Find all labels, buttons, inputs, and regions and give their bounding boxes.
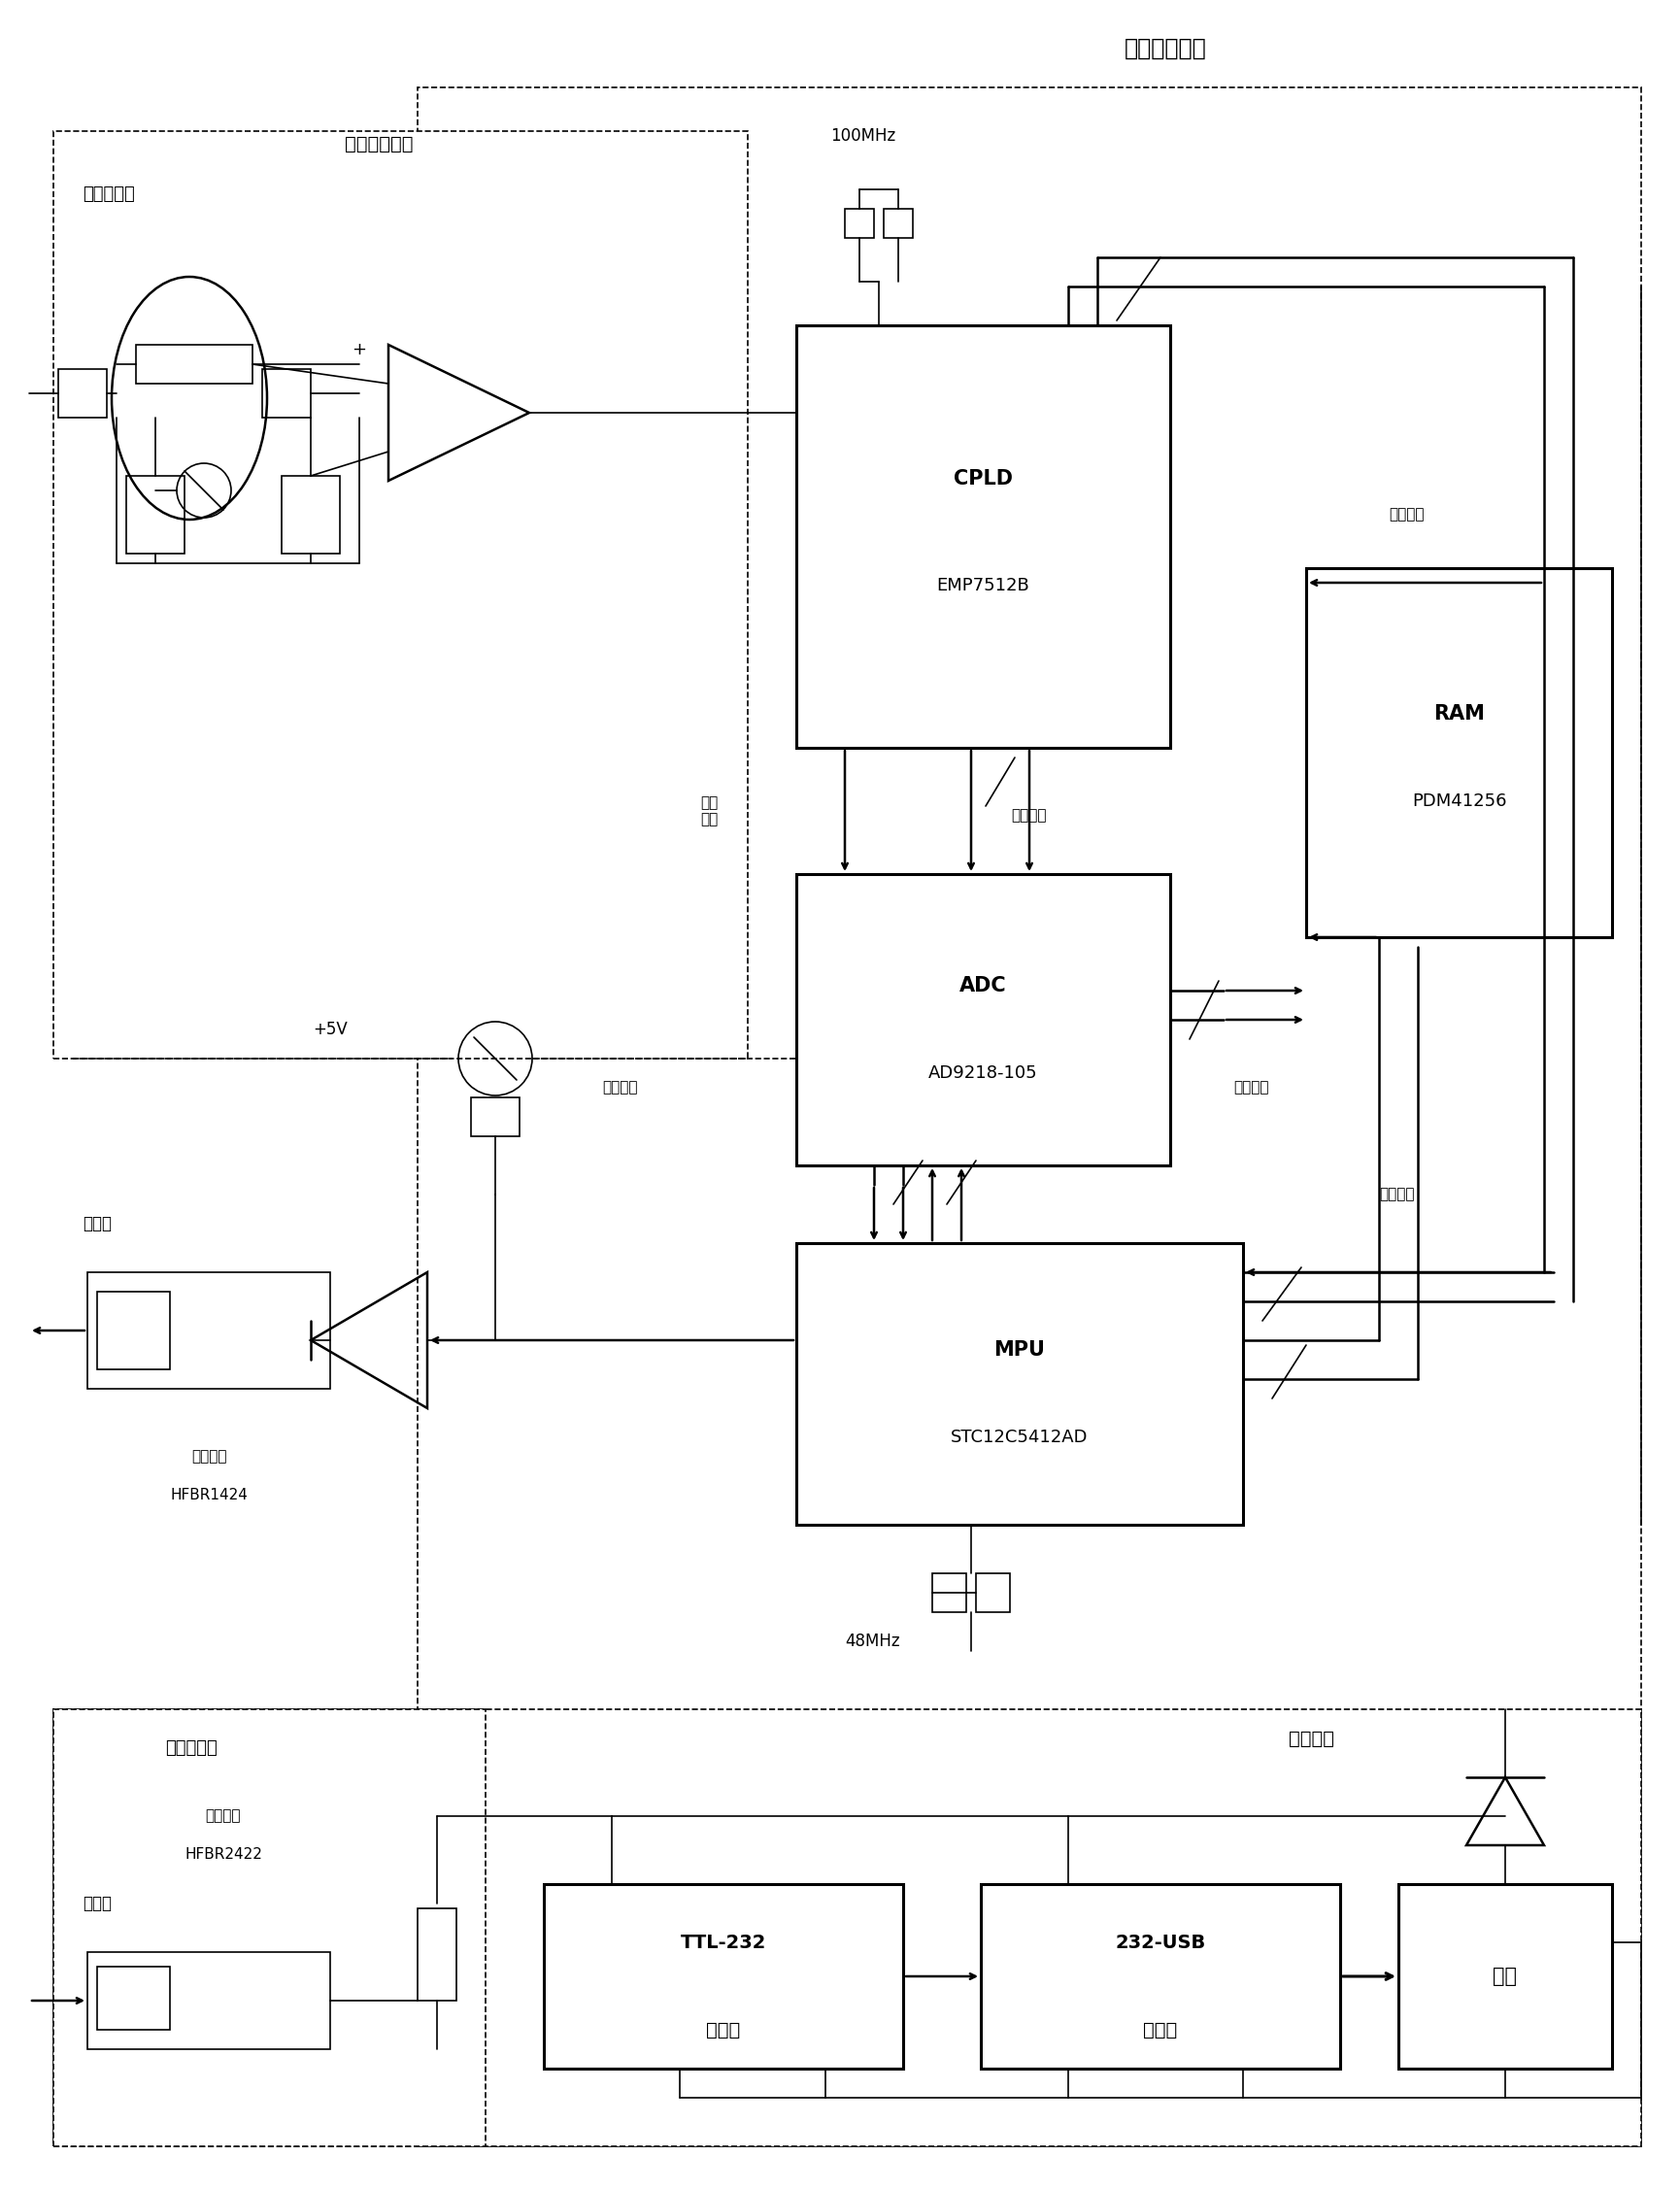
Text: CPLD: CPLD xyxy=(954,469,1013,488)
FancyBboxPatch shape xyxy=(97,1292,170,1369)
Text: 光纤维: 光纤维 xyxy=(82,1215,111,1233)
FancyBboxPatch shape xyxy=(418,88,1641,2146)
Text: 主机: 主机 xyxy=(1494,1967,1517,1986)
Text: PDM41256: PDM41256 xyxy=(1411,793,1507,810)
FancyBboxPatch shape xyxy=(845,208,874,239)
Text: 变换器: 变换器 xyxy=(1144,2021,1178,2039)
Text: 电光器件: 电光器件 xyxy=(192,1450,227,1465)
Text: 同步
信号: 同步 信号 xyxy=(701,795,717,826)
Text: 信号检测电路: 信号检测电路 xyxy=(344,134,413,153)
FancyBboxPatch shape xyxy=(1305,567,1613,937)
FancyBboxPatch shape xyxy=(796,326,1171,747)
FancyBboxPatch shape xyxy=(544,1883,904,2070)
Text: 控制信号: 控制信号 xyxy=(1011,808,1047,823)
Text: HFBR1424: HFBR1424 xyxy=(170,1489,247,1502)
Text: RAM: RAM xyxy=(1433,705,1485,723)
Text: 地址母线: 地址母线 xyxy=(1233,1080,1268,1095)
Text: 控制信号: 控制信号 xyxy=(1379,1187,1415,1202)
FancyBboxPatch shape xyxy=(87,1951,331,2050)
Text: TTL-232: TTL-232 xyxy=(680,1934,766,1951)
Text: 232-USB: 232-USB xyxy=(1116,1934,1206,1951)
Text: STC12C5412AD: STC12C5412AD xyxy=(951,1428,1089,1445)
Text: AD9218-105: AD9218-105 xyxy=(929,1064,1038,1082)
FancyBboxPatch shape xyxy=(87,1272,331,1388)
FancyBboxPatch shape xyxy=(97,1967,170,2030)
FancyBboxPatch shape xyxy=(54,1708,486,2146)
FancyBboxPatch shape xyxy=(976,1572,1010,1612)
FancyBboxPatch shape xyxy=(418,1907,457,2002)
Text: 缓冲电路: 缓冲电路 xyxy=(1289,1730,1334,1748)
FancyBboxPatch shape xyxy=(796,874,1171,1165)
FancyBboxPatch shape xyxy=(54,131,748,1058)
Text: +5V: +5V xyxy=(312,1021,348,1038)
Text: 电光器件: 电光器件 xyxy=(205,1809,240,1824)
Text: +: + xyxy=(353,342,366,359)
Text: 100MHz: 100MHz xyxy=(830,127,895,145)
FancyBboxPatch shape xyxy=(470,1097,519,1137)
Text: EMP7512B: EMP7512B xyxy=(937,576,1030,593)
FancyBboxPatch shape xyxy=(1398,1883,1613,2070)
Text: ADC: ADC xyxy=(959,977,1006,996)
Text: 信号传输段: 信号传输段 xyxy=(165,1739,217,1756)
FancyBboxPatch shape xyxy=(54,1708,1641,2146)
Text: 48MHz: 48MHz xyxy=(845,1632,900,1649)
FancyBboxPatch shape xyxy=(59,370,108,418)
Text: MPU: MPU xyxy=(995,1340,1045,1360)
FancyBboxPatch shape xyxy=(262,370,311,418)
FancyBboxPatch shape xyxy=(932,1572,966,1612)
Text: 光纤维: 光纤维 xyxy=(82,1894,111,1912)
Text: 电流互感器: 电流互感器 xyxy=(82,186,134,204)
FancyBboxPatch shape xyxy=(884,208,912,239)
FancyBboxPatch shape xyxy=(126,475,185,554)
FancyBboxPatch shape xyxy=(136,344,252,383)
Text: 变换器: 变换器 xyxy=(706,2021,741,2039)
FancyBboxPatch shape xyxy=(981,1883,1341,2070)
Text: 高速数据采集: 高速数据采集 xyxy=(1124,37,1206,59)
FancyBboxPatch shape xyxy=(282,475,339,554)
Text: HFBR2422: HFBR2422 xyxy=(185,1848,262,1862)
Text: 数据母线: 数据母线 xyxy=(1389,508,1425,521)
Text: 控制信号: 控制信号 xyxy=(601,1080,637,1095)
FancyBboxPatch shape xyxy=(796,1244,1243,1524)
